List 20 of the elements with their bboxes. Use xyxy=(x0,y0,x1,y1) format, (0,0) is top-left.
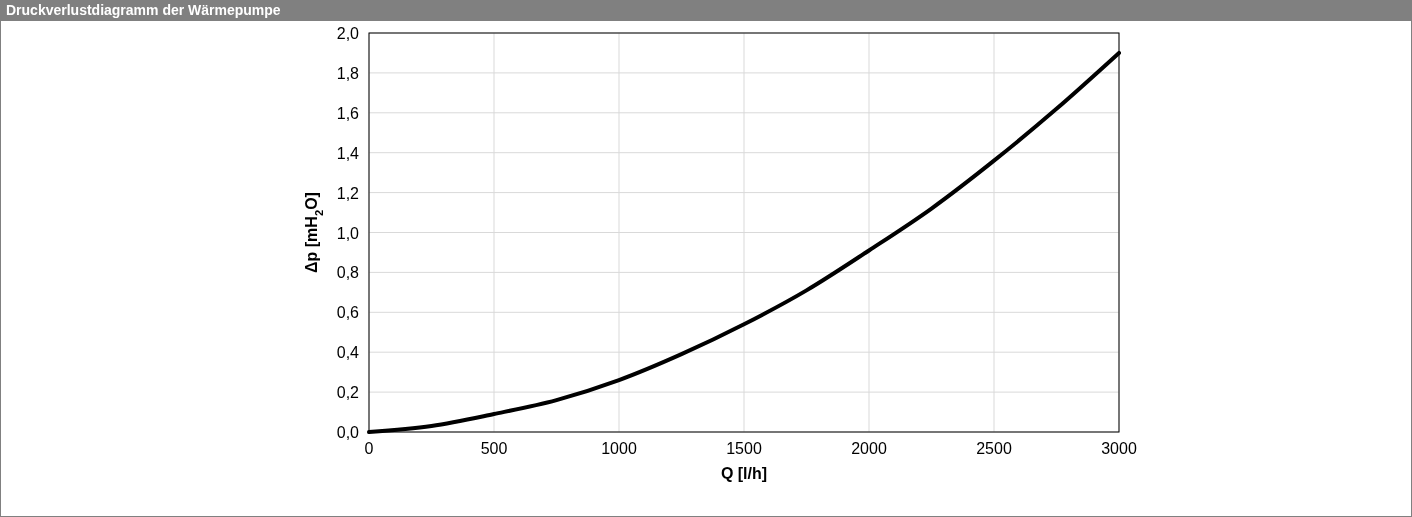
x-tick-label: 3000 xyxy=(1101,440,1137,457)
x-tick-label: 0 xyxy=(364,440,374,457)
x-tick-label: 2000 xyxy=(851,440,887,457)
y-tick-label: 0,6 xyxy=(336,304,360,322)
y-tick-label: 2,0 xyxy=(336,25,360,42)
y-tick-label: 0,2 xyxy=(336,384,360,402)
y-tick-label: 1,2 xyxy=(336,184,360,202)
y-tick-label: 1,6 xyxy=(336,104,360,122)
y-tick-label: 1,8 xyxy=(336,64,360,82)
y-tick-label: 1,4 xyxy=(336,144,360,162)
y-tick-label: 0,8 xyxy=(336,264,360,282)
y-tick-label: 0,0 xyxy=(336,424,360,441)
x-tick-label: 2500 xyxy=(976,440,1012,457)
y-tick-label: 0,4 xyxy=(336,344,360,362)
y-tick-label: 1,0 xyxy=(336,224,360,242)
x-tick-label: 500 xyxy=(480,440,508,457)
text: Druckverlustdiagramm der Wärmepumpe xyxy=(6,2,281,18)
x-axis-title: Q [l/h] xyxy=(720,465,768,482)
x-tick-label: 1500 xyxy=(726,440,762,457)
x-tick-label: 1000 xyxy=(601,440,637,457)
